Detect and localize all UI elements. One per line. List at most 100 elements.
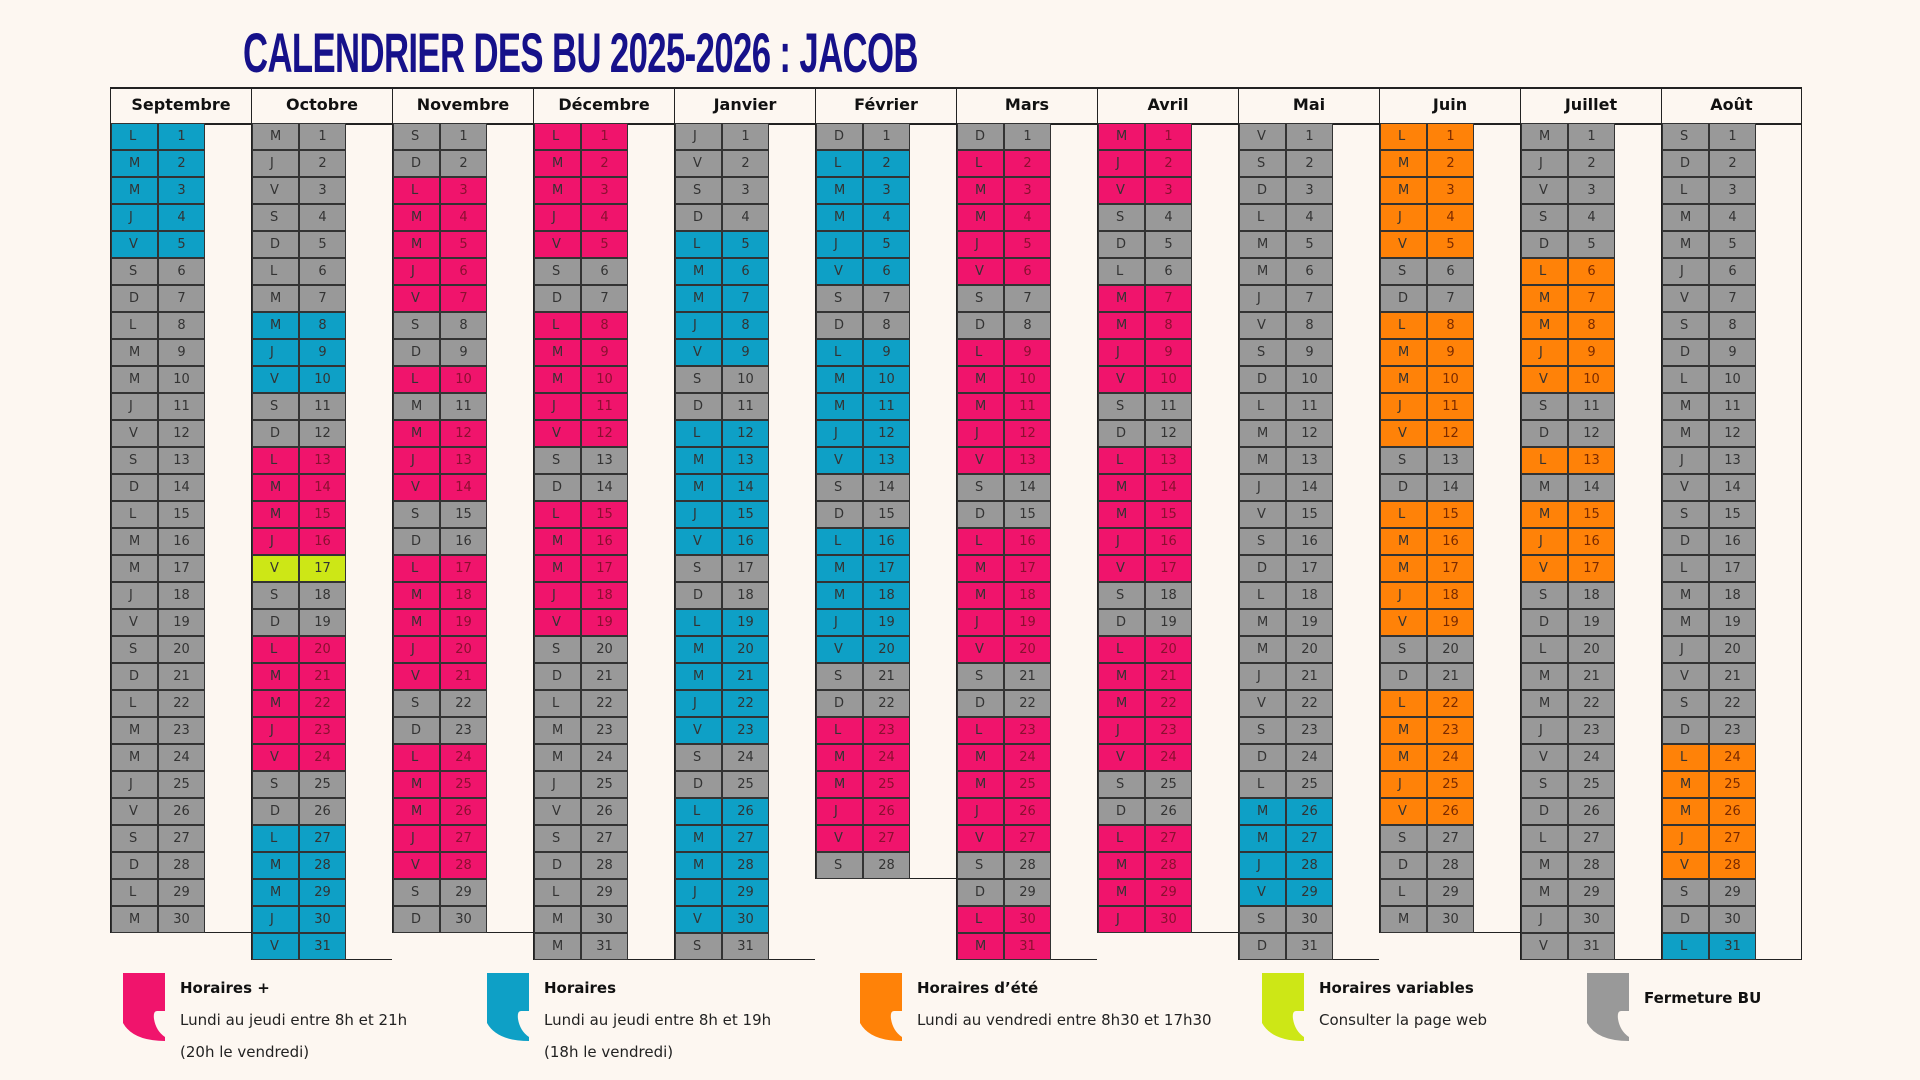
weekday-cell — [816, 393, 863, 420]
day-number-cell: 24 — [299, 744, 346, 771]
day-number-cell: 20 — [1709, 636, 1756, 663]
weekday-cell — [111, 582, 158, 609]
weekday-cell — [1380, 258, 1427, 285]
weekday-cell — [1662, 204, 1709, 231]
day-number-cell: 15 — [581, 501, 628, 528]
day-row: 9 — [1239, 339, 1379, 366]
day-number-cell: 10 — [158, 366, 205, 393]
day-row: 27 — [111, 825, 251, 852]
weekday-cell — [534, 204, 581, 231]
weekday-cell — [1239, 258, 1286, 285]
day-row: 15 — [1239, 501, 1379, 528]
weekday-cell — [393, 717, 440, 744]
day-row: 27 — [1521, 825, 1661, 852]
weekday-cell — [1662, 231, 1709, 258]
weekday-cell — [1380, 339, 1427, 366]
weekday-cell — [1521, 420, 1568, 447]
day-number-cell: 29 — [299, 879, 346, 906]
day-number-cell: 30 — [1568, 906, 1615, 933]
legend-swatch-icon — [1587, 973, 1629, 1041]
day-row: 6 — [1239, 258, 1379, 285]
weekday-cell — [1521, 636, 1568, 663]
day-row: 4 — [393, 204, 533, 231]
day-number-cell: 29 — [581, 879, 628, 906]
day-number-cell: 11 — [1427, 393, 1474, 420]
legend-description: Lundi au vendredi entre 8h30 et 17h30 — [917, 1011, 1212, 1029]
weekday-cell — [957, 501, 1004, 528]
day-number-cell: 21 — [581, 663, 628, 690]
weekday-cell — [1380, 501, 1427, 528]
weekday-cell — [393, 312, 440, 339]
day-number-cell: 28 — [440, 852, 487, 879]
day-number-cell: 4 — [1709, 204, 1756, 231]
weekday-cell — [252, 420, 299, 447]
day-number-cell: 26 — [1568, 798, 1615, 825]
weekday-cell — [675, 474, 722, 501]
day-row: 4 — [1239, 204, 1379, 231]
day-row: 15 — [1380, 501, 1520, 528]
day-row: 15 — [957, 501, 1097, 528]
day-row: 21 — [1521, 663, 1661, 690]
weekday-cell — [1380, 609, 1427, 636]
weekday-cell — [1521, 312, 1568, 339]
day-number-cell: 1 — [1004, 123, 1051, 150]
day-row: 13 — [816, 447, 956, 474]
day-number-cell: 16 — [581, 528, 628, 555]
day-row: 25 — [1098, 771, 1238, 798]
day-number-cell: 23 — [158, 717, 205, 744]
day-row: 23 — [1380, 717, 1520, 744]
month-column-1: Octobre 1 2 3 4 5 6 7 8 9 10 11 12 13 14 15 16 17 18 19 20 21… — [251, 87, 392, 960]
weekday-cell — [252, 933, 299, 960]
day-number-cell: 3 — [581, 177, 628, 204]
weekday-cell — [393, 744, 440, 771]
weekday-cell — [534, 312, 581, 339]
weekday-cell — [111, 231, 158, 258]
weekday-cell — [1098, 339, 1145, 366]
weekday-cell — [1662, 474, 1709, 501]
weekday-cell — [957, 447, 1004, 474]
day-row: 26 — [1521, 798, 1661, 825]
weekday-cell — [1380, 636, 1427, 663]
weekday-cell — [1239, 366, 1286, 393]
weekday-cell — [252, 150, 299, 177]
day-number-cell: 24 — [863, 744, 910, 771]
weekday-cell — [111, 636, 158, 663]
day-number-cell: 25 — [581, 771, 628, 798]
weekday-cell — [111, 663, 158, 690]
day-row: 26 — [534, 798, 674, 825]
day-number-cell: 22 — [158, 690, 205, 717]
weekday-cell — [534, 582, 581, 609]
day-row: 18 — [1098, 582, 1238, 609]
day-row: 22 — [957, 690, 1097, 717]
day-number-cell: 6 — [1427, 258, 1474, 285]
day-number-cell: 3 — [1709, 177, 1756, 204]
weekday-cell — [1380, 825, 1427, 852]
day-number-cell: 6 — [440, 258, 487, 285]
day-row: 4 — [1098, 204, 1238, 231]
day-row: 14 — [1239, 474, 1379, 501]
day-number-cell: 25 — [1568, 771, 1615, 798]
day-number-cell: 30 — [440, 906, 487, 933]
weekday-cell — [816, 420, 863, 447]
day-number-cell: 26 — [158, 798, 205, 825]
day-number-cell: 28 — [299, 852, 346, 879]
day-number-cell: 2 — [158, 150, 205, 177]
weekday-cell — [957, 933, 1004, 960]
day-number-cell: 14 — [1709, 474, 1756, 501]
day-row: 6 — [675, 258, 815, 285]
day-number-cell: 13 — [1145, 447, 1192, 474]
day-row: 29 — [252, 879, 392, 906]
weekday-cell — [816, 447, 863, 474]
day-number-cell: 5 — [581, 231, 628, 258]
day-row: 29 — [1098, 879, 1238, 906]
day-row: 15 — [1098, 501, 1238, 528]
day-number-cell: 20 — [1004, 636, 1051, 663]
weekday-cell — [1239, 420, 1286, 447]
day-number-cell: 12 — [1286, 420, 1333, 447]
weekday-cell — [1380, 177, 1427, 204]
day-number-cell: 2 — [1568, 150, 1615, 177]
weekday-cell — [1380, 447, 1427, 474]
day-number-cell: 17 — [158, 555, 205, 582]
day-row: 17 — [1662, 555, 1801, 582]
weekday-cell — [534, 555, 581, 582]
